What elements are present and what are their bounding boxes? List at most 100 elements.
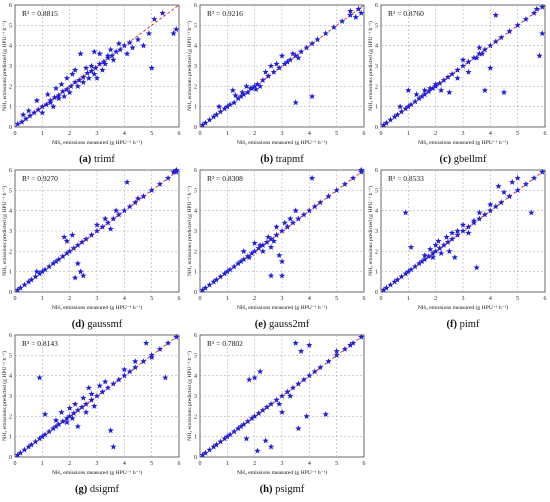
data-point — [244, 253, 251, 260]
data-point — [159, 9, 166, 16]
data-point — [300, 211, 308, 218]
data-point — [421, 252, 428, 259]
data-point — [110, 380, 117, 387]
data-point — [278, 272, 286, 279]
x-tick-label: 4 — [123, 296, 126, 302]
data-point — [248, 415, 256, 422]
data-point — [429, 254, 437, 261]
y-tick-label: 6 — [9, 333, 12, 339]
y-tick-label: 0 — [375, 290, 378, 296]
data-point — [292, 52, 299, 59]
data-point — [398, 108, 405, 115]
y-tick-label: 2 — [194, 414, 197, 420]
y-tick-label: 3 — [9, 64, 12, 70]
data-point — [255, 409, 262, 416]
data-point — [239, 89, 246, 96]
x-tick-label: 6 — [363, 296, 366, 302]
y-tick-label: 4 — [375, 209, 378, 215]
data-point — [173, 333, 180, 340]
data-point — [69, 415, 76, 422]
data-point — [74, 260, 82, 267]
x-tick-label: 5 — [516, 131, 519, 137]
data-point — [126, 39, 133, 46]
data-point — [440, 241, 448, 248]
r2-label: R² = 0.9270 — [22, 174, 58, 183]
data-point — [338, 17, 346, 24]
data-point — [63, 419, 71, 426]
data-point — [132, 358, 139, 365]
panel-caption: (g) dsigmf — [75, 484, 120, 495]
data-point — [325, 358, 332, 365]
data-point — [231, 428, 238, 435]
data-point — [427, 85, 434, 92]
data-point — [102, 60, 109, 67]
x-tick-label: 1 — [226, 131, 229, 137]
data-point — [121, 207, 128, 214]
data-point — [476, 50, 483, 57]
x-tick-label: 4 — [489, 296, 492, 302]
r2-label: R² = 0.8143 — [22, 339, 58, 348]
data-point — [349, 174, 357, 181]
data-point — [50, 260, 57, 267]
y-tick-label: 2 — [194, 249, 197, 255]
y-tick-label: 0 — [194, 455, 197, 461]
y-tick-label: 0 — [194, 290, 197, 296]
data-point — [284, 223, 291, 230]
y-axis-label: NH₃ emissions predicted (g HPU⁻¹ h⁻¹) — [186, 351, 193, 441]
data-point — [267, 400, 275, 407]
y-tick-label: 0 — [9, 455, 12, 461]
x-tick-label: 6 — [544, 131, 547, 137]
data-point — [221, 435, 228, 442]
data-point — [322, 411, 329, 417]
data-point — [55, 256, 62, 263]
data-point — [416, 95, 423, 102]
data-point — [28, 276, 35, 283]
data-point — [69, 70, 76, 77]
data-point — [243, 83, 250, 89]
data-point — [418, 258, 426, 265]
y-tick-label: 2 — [375, 84, 378, 90]
data-point — [70, 244, 77, 251]
data-point — [99, 388, 106, 395]
data-point — [85, 384, 92, 391]
data-point — [436, 244, 443, 251]
x-tick-label: 0 — [199, 461, 202, 467]
data-point — [412, 263, 419, 270]
x-tick-label: 3 — [281, 131, 284, 137]
data-point — [308, 40, 316, 47]
data-point — [394, 276, 401, 283]
data-point — [26, 112, 34, 119]
data-point — [91, 70, 98, 77]
data-point — [102, 215, 109, 222]
data-point — [50, 425, 57, 432]
x-tick-label: 2 — [68, 461, 71, 467]
data-point — [213, 276, 220, 283]
data-point — [306, 341, 313, 348]
data-point — [82, 400, 90, 407]
y-tick-label: 1 — [375, 270, 378, 276]
y-tick-label: 1 — [194, 435, 197, 441]
data-point — [85, 74, 92, 81]
data-point — [235, 425, 242, 432]
data-point — [325, 193, 332, 200]
data-point — [199, 121, 206, 128]
x-tick-label: 2 — [68, 296, 71, 302]
data-point — [251, 248, 258, 254]
data-point — [107, 46, 114, 53]
y-axis-label: NH₃ emissions predicted (g HPU⁻¹ h⁻¹) — [1, 351, 8, 441]
data-point — [115, 211, 123, 218]
data-point — [539, 3, 546, 10]
data-point — [173, 166, 180, 173]
data-point — [528, 209, 535, 216]
x-tick-label: 3 — [96, 296, 99, 302]
data-point — [33, 268, 41, 275]
data-point — [278, 258, 286, 265]
data-point — [202, 284, 209, 291]
data-point — [254, 81, 261, 87]
data-point — [210, 278, 217, 285]
data-point — [71, 274, 79, 281]
x-tick-label: 5 — [335, 296, 338, 302]
data-point — [443, 233, 450, 240]
data-point — [32, 273, 39, 280]
y-tick-label: 5 — [375, 188, 378, 194]
